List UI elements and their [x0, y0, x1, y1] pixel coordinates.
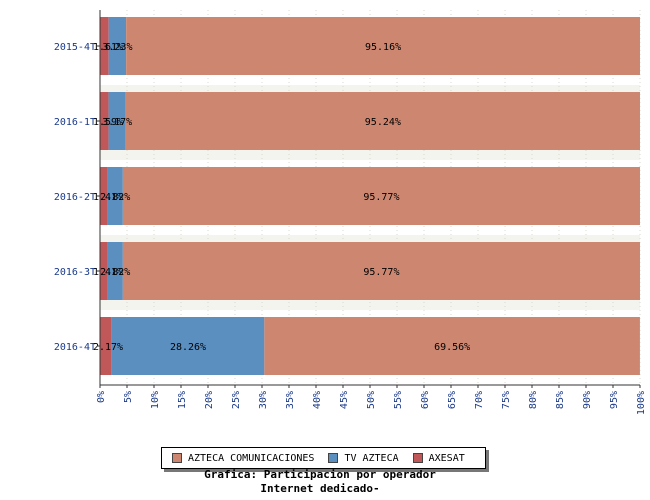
data-label: 2.82%	[100, 192, 130, 203]
bar-segment	[100, 17, 109, 75]
bar-segment	[100, 242, 108, 300]
data-label: 95.77%	[363, 192, 399, 203]
x-tick-label: 80%	[528, 391, 539, 409]
bar-segment	[100, 317, 112, 375]
legend-label-azteca-comunicaciones: AZTECA COMUNICACIONES	[188, 452, 315, 464]
x-tick-label: 10%	[150, 391, 161, 409]
data-label: 1.41%	[93, 192, 123, 203]
x-tick-label: 70%	[474, 391, 485, 409]
category-label: 2015-4T	[54, 42, 96, 53]
bar-segment	[107, 167, 123, 225]
x-tick-label: 45%	[339, 391, 350, 409]
x-tick-label: 100%	[636, 391, 647, 415]
x-tick-label: 85%	[555, 391, 566, 409]
x-tick-label: 65%	[447, 391, 458, 409]
x-tick-label: 20%	[204, 391, 215, 409]
x-tick-label: 75%	[501, 391, 512, 409]
chart-title-line-1: Grafica: Participacion por operador	[204, 468, 436, 481]
bar-segment	[126, 17, 641, 75]
data-label: 3.23%	[102, 42, 132, 53]
legend-swatch-tv-azteca	[328, 453, 339, 463]
bar-segment	[125, 92, 641, 150]
data-label: 28.26%	[170, 342, 206, 353]
x-tick-label: 95%	[609, 391, 620, 409]
x-tick-label: 50%	[366, 391, 377, 409]
category-label: 2016-4T	[54, 342, 96, 353]
data-label: 69.56%	[434, 342, 470, 353]
legend-item-tv-azteca: TV AZTECA	[328, 452, 399, 464]
x-tick-label: 60%	[420, 391, 431, 409]
bar-segment	[111, 317, 265, 375]
bar-segment	[107, 242, 123, 300]
category-label: 2016-3T	[54, 267, 96, 278]
x-tick-label: 5%	[123, 391, 134, 403]
bar-segment	[108, 17, 127, 75]
data-label: 95.24%	[365, 117, 401, 128]
legend-swatch-azteca-comunicaciones	[172, 453, 182, 463]
legend-label-tv-azteca: TV AZTECA	[344, 452, 399, 464]
legend-item-axesat: AXESAT	[412, 452, 465, 464]
bar-segment	[100, 167, 108, 225]
category-label: 2016-2T	[54, 192, 96, 203]
legend: AZTECA COMUNICACIONES TV AZTECA AXESAT	[161, 447, 486, 469]
legend-item-azteca-comunicaciones: AZTECA COMUNICACIONES	[172, 453, 314, 464]
data-label: 2.17%	[93, 342, 123, 353]
data-label: 3.17%	[102, 117, 132, 128]
bar-segment	[122, 242, 641, 300]
data-label: 2.82%	[100, 267, 130, 278]
bar-segment	[264, 317, 640, 375]
data-label: 95.77%	[363, 267, 399, 278]
legend-swatch-axesat	[412, 453, 423, 463]
x-tick-label: 15%	[177, 391, 188, 409]
bar-segment	[108, 92, 126, 150]
x-tick-label: 35%	[285, 391, 296, 409]
data-label: 1.61%	[93, 42, 123, 53]
data-label: 1.41%	[93, 267, 123, 278]
x-tick-label: 0%	[96, 391, 107, 403]
data-label: 95.16%	[365, 42, 401, 53]
bar-segment	[100, 92, 109, 150]
x-tick-label: 40%	[312, 391, 323, 409]
legend-label-axesat: AXESAT	[428, 452, 465, 464]
x-tick-label: 30%	[258, 391, 269, 409]
bar-segment	[122, 167, 641, 225]
category-label: 2016-1T	[54, 117, 96, 128]
chart-title-line-2: Internet dedicado-	[260, 482, 380, 495]
x-tick-label: 55%	[393, 391, 404, 409]
data-label: 1.59%	[93, 117, 123, 128]
x-tick-label: 90%	[582, 391, 593, 409]
x-tick-label: 25%	[231, 391, 242, 409]
